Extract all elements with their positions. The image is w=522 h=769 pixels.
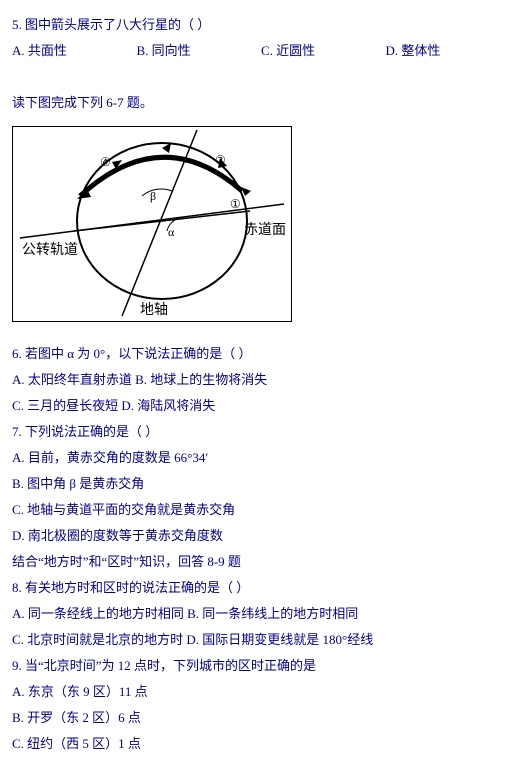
q7-opt-a: A. 目前，黄赤交角的度数是 66°34′ [12,445,510,471]
q7-stem: 7. 下列说法正确的是（ ） [12,419,510,445]
q7-opt-d: D. 南北极圈的度数等于黄赤交角度数 [12,523,510,549]
q9-opt-c: C. 纽约（西 5 区）1 点 [12,731,510,757]
alpha-label: α [168,225,175,239]
diagram-svg: α β 公转轨道 赤道面 地轴 ① ② ③ ④ [12,126,292,322]
q8-opt-cd: C. 北京时间就是北京的地方时 D. 国际日期变更线就是 180°经线 [12,627,510,653]
num-1: ① [230,197,241,211]
q9-stem: 9. 当“北京时间”为 12 点时，下列城市的区时正确的是 [12,653,510,679]
q8-opt-ab: A. 同一条经线上的地方时相同 B. 同一条纬线上的地方时相同 [12,601,510,627]
q5-options: A. 共面性 B. 同向性 C. 近圆性 D. 整体性 [12,38,510,64]
q9-opt-b: B. 开罗（东 2 区）6 点 [12,705,510,731]
equator-label: 赤道面 [244,222,286,238]
q7-opt-b: B. 图中角 β 是黄赤交角 [12,471,510,497]
q5-opt-b: B. 同向性 [137,38,262,64]
q6-opt-ab: A. 太阳终年直射赤道 B. 地球上的生物将消失 [12,367,510,393]
orbit-label: 公转轨道 [22,242,78,258]
q5-opt-d: D. 整体性 [386,38,511,64]
beta-label: β [150,189,156,203]
lead-8-9: 结合“地方时”和“区时”知识，回答 8-9 题 [12,549,510,575]
q5-stem: 5. 图中箭头展示了八大行星的（ ） [12,12,510,38]
q9-opt-a: A. 东京（东 9 区）11 点 [12,679,510,705]
lead-6-7: 读下图完成下列 6-7 题。 [12,90,510,116]
q7-opt-c: C. 地轴与黄道平面的交角就是黄赤交角 [12,497,510,523]
q5-opt-c: C. 近圆性 [261,38,386,64]
q5-opt-a: A. 共面性 [12,38,137,64]
q6-opt-cd: C. 三月的昼长夜短 D. 海陆风将消失 [12,393,510,419]
earth-orbit-diagram: α β 公转轨道 赤道面 地轴 ① ② ③ ④ [12,126,510,331]
num-3: ③ [142,143,153,157]
num-4: ④ [100,155,111,169]
q6-stem: 6. 若图中 α 为 0°，以下说法正确的是（ ） [12,341,510,367]
axis-label: 地轴 [140,302,168,318]
q8-stem: 8. 有关地方时和区时的说法正确的是（ ） [12,575,510,601]
